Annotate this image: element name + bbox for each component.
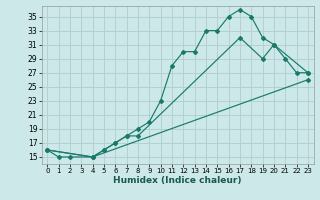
X-axis label: Humidex (Indice chaleur): Humidex (Indice chaleur) xyxy=(113,176,242,185)
